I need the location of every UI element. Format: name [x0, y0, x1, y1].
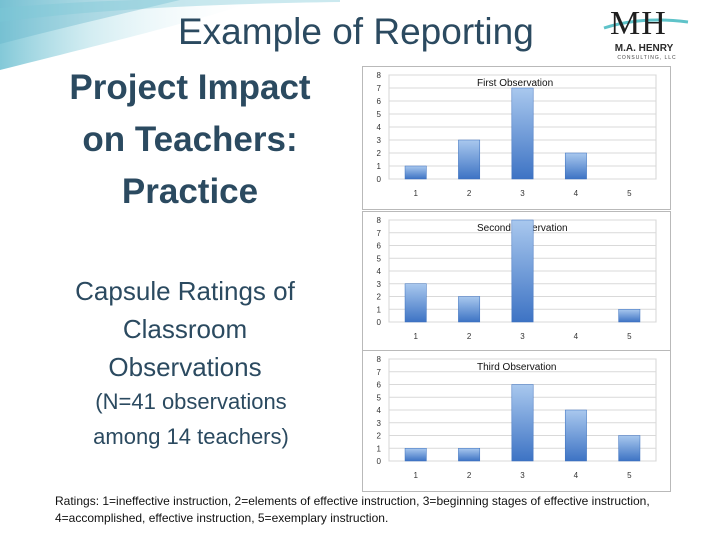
y-tick-label: 0 — [377, 318, 382, 327]
y-tick-label: 6 — [377, 242, 382, 251]
y-tick-label: 4 — [377, 406, 382, 415]
subheading-line: Capsule Ratings of — [75, 276, 295, 306]
bar — [458, 139, 481, 180]
logo-name: M.A. HENRY — [614, 43, 674, 54]
y-tick-label: 6 — [377, 381, 382, 390]
y-tick-label: 3 — [377, 136, 382, 145]
bar — [511, 219, 534, 323]
y-tick-label: 5 — [377, 110, 382, 119]
chart-title: Third Observation — [477, 362, 556, 373]
chart-title: First Observation — [477, 78, 553, 89]
x-tick-label: 4 — [574, 471, 579, 480]
chart-panel-first: 0 1 2 3 4 5 6 7 8 First Observation 1 2 3 4 5 — [362, 66, 671, 210]
sample-note: (N=41 observations among 14 teachers) — [66, 384, 316, 454]
y-tick-label: 5 — [377, 393, 382, 402]
y-tick-label: 7 — [377, 229, 382, 238]
bar — [618, 309, 641, 323]
x-tick-label: 2 — [467, 471, 472, 480]
y-tick-label: 6 — [377, 97, 382, 106]
x-tick-label: 2 — [467, 189, 472, 198]
y-tick-label: 4 — [377, 123, 382, 132]
subheading-line: Classroom — [122, 314, 248, 344]
logo: MH M.A. HENRY CONSULTING, LLC — [598, 6, 690, 62]
bar — [618, 435, 641, 462]
x-tick-label: 5 — [627, 189, 632, 198]
y-tick-label: 1 — [377, 305, 382, 314]
bar-chart: 0 1 2 3 4 5 6 7 8 First Observation 1 2 3 4 5 — [377, 71, 657, 198]
subheading-line: Observations — [108, 352, 262, 382]
x-tick-label: 4 — [574, 189, 579, 198]
y-tick-label: 2 — [377, 293, 382, 302]
y-tick-label: 8 — [377, 216, 382, 225]
x-tick-label: 1 — [413, 189, 418, 198]
y-tick-label: 4 — [377, 267, 382, 276]
x-tick-label: 1 — [413, 471, 418, 480]
x-tick-label: 5 — [627, 332, 632, 341]
y-tick-label: 5 — [377, 254, 382, 263]
x-tick-label: 3 — [520, 332, 525, 341]
bar — [564, 409, 587, 462]
y-tick-label: 7 — [377, 368, 382, 377]
x-tick-label: 3 — [520, 189, 525, 198]
logo-subtitle: CONSULTING, LLC — [617, 55, 677, 61]
note-line: among 14 teachers) — [93, 424, 289, 449]
logo-swoosh-icon — [603, 18, 689, 30]
slide-subheading: Capsule Ratings of Classroom Observation… — [50, 272, 320, 386]
chart-panel-second: 0 1 2 3 4 5 6 7 8 Second Observation 1 2 3 4 5 — [362, 211, 671, 353]
note-line: (N=41 observations — [95, 389, 287, 414]
x-tick-label: 3 — [520, 471, 525, 480]
bar — [564, 152, 587, 180]
bar — [511, 384, 534, 462]
bar — [458, 448, 481, 462]
bar — [404, 165, 427, 180]
slide-heading: Project Impact on Teachers: Practice — [40, 62, 340, 218]
y-tick-label: 8 — [377, 71, 382, 80]
x-tick-label: 2 — [467, 332, 472, 341]
x-tick-label: 5 — [627, 471, 632, 480]
logo-letters: MH — [610, 5, 667, 42]
x-tick-label: 1 — [413, 332, 418, 341]
y-tick-label: 0 — [377, 175, 382, 184]
slide-title: Example of Reporting — [178, 11, 534, 52]
heading-line: on Teachers: — [82, 120, 298, 159]
bar — [404, 283, 427, 323]
y-tick-label: 3 — [377, 280, 382, 289]
bar — [404, 448, 427, 462]
y-tick-label: 1 — [377, 444, 382, 453]
heading-line: Project Impact — [69, 68, 311, 107]
y-tick-label: 3 — [377, 419, 382, 428]
y-tick-label: 1 — [377, 162, 382, 171]
y-tick-label: 2 — [377, 432, 382, 441]
y-tick-label: 2 — [377, 149, 382, 158]
y-tick-label: 0 — [377, 457, 382, 466]
bar-chart: 0 1 2 3 4 5 6 7 8 Third Observation 1 2 3 4 5 — [377, 355, 657, 480]
bar — [458, 296, 481, 323]
heading-line: Practice — [121, 172, 259, 211]
y-tick-label: 8 — [377, 355, 382, 364]
y-tick-label: 7 — [377, 84, 382, 93]
chart-panel-third: 0 1 2 3 4 5 6 7 8 Third Observation 1 2 3 4 5 — [362, 350, 671, 492]
bar — [511, 87, 534, 180]
x-tick-label: 4 — [574, 332, 579, 341]
ratings-footnote: Ratings: 1=ineffective instruction, 2=el… — [55, 494, 650, 525]
